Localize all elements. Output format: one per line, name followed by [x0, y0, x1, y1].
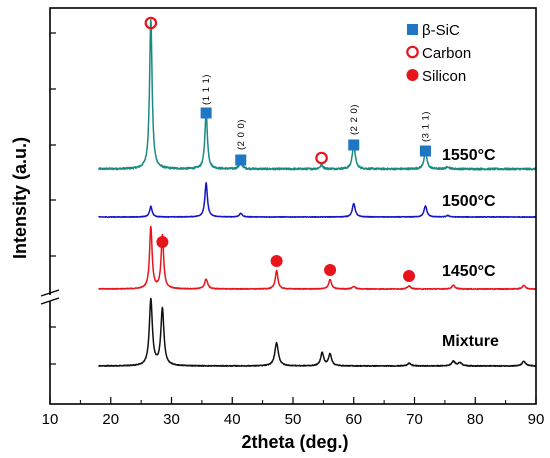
series-label-1500-number: 1500 — [442, 193, 478, 210]
x-tick-label: 80 — [467, 411, 484, 428]
x-tick-label: 60 — [345, 411, 362, 428]
axis-break-line — [40, 289, 60, 297]
silicon-marker — [324, 264, 337, 276]
axis-break-gap — [42, 295, 58, 301]
x-tick-label: 20 — [102, 411, 119, 428]
series-line-2 — [98, 225, 537, 291]
hkl-label: (3 1 1) — [420, 111, 431, 142]
x-tick-label: 30 — [163, 411, 180, 428]
series-line-0 — [97, 18, 537, 171]
legend-sic-label: β-SiC — [422, 22, 460, 39]
series-label-1450-unit: °C — [478, 263, 496, 280]
y-axis-title: Intensity (a.u.) — [10, 137, 30, 259]
series-label-1550-unit: °C — [478, 147, 496, 164]
series-label-1450: 1450°C — [442, 263, 496, 280]
sic-marker — [419, 145, 431, 157]
x-tick-label: 50 — [285, 411, 302, 428]
hkl-label: (2 2 0) — [349, 104, 360, 135]
series-line-1 — [98, 181, 537, 219]
series-label-1500-unit: °C — [478, 193, 496, 210]
hkl-label: (2 0 0) — [236, 119, 247, 150]
sic-marker — [235, 154, 247, 166]
series-line-3 — [98, 297, 537, 368]
legend-carbon-marker — [406, 45, 419, 59]
series-label-1450-number: 1450 — [442, 263, 478, 280]
silicon-marker — [156, 236, 169, 248]
sic-marker — [348, 139, 360, 151]
axes-layer: 10 20 30 40 50 60 70 80 90 — [40, 7, 545, 428]
carbon-marker — [144, 16, 158, 30]
series-label-1550-number: 1550 — [442, 147, 478, 164]
silicon-marker — [403, 270, 416, 282]
legend-silicon-label: Silicon — [422, 68, 466, 85]
sic-marker — [200, 107, 212, 119]
series-label-1550: 1550°C — [442, 147, 496, 164]
legend: β-SiC Carbon Silicon — [406, 22, 471, 85]
carbon-marker — [315, 151, 328, 165]
legend-carbon-label: Carbon — [422, 45, 471, 62]
x-tick-label: 90 — [528, 411, 545, 428]
legend-sic-marker — [407, 24, 418, 35]
x-axis-title: 2theta (deg.) — [241, 432, 348, 452]
axis-break-line — [40, 297, 60, 305]
legend-silicon-marker — [406, 69, 419, 81]
x-tick-label: 10 — [42, 411, 59, 428]
hkl-label: (1 1 1) — [201, 74, 212, 105]
x-tick-label: 70 — [406, 411, 423, 428]
marker-layer: (1 1 1) (2 0 0) (2 2 0) (3 1 1) — [144, 16, 431, 282]
series-label-mixture: Mixture — [442, 333, 499, 350]
silicon-marker — [270, 255, 283, 267]
series-layer — [97, 18, 537, 368]
x-tick-label: 40 — [224, 411, 241, 428]
series-label-1500: 1500°C — [442, 193, 496, 210]
